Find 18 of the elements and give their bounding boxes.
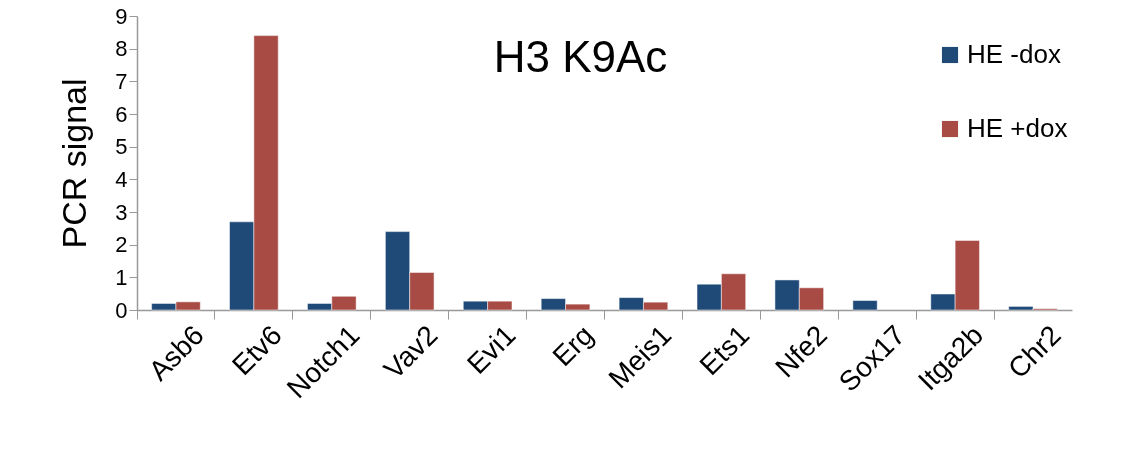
y-axis-title: PCR signal: [55, 78, 94, 249]
y-tick-label: 3: [115, 199, 128, 225]
y-tick-label: 1: [115, 264, 128, 290]
legend-label: HE -dox: [967, 39, 1061, 69]
chart-title: H3 K9Ac: [493, 32, 668, 81]
y-tick-label: 0: [115, 297, 128, 323]
y-tick-label: 4: [115, 166, 128, 192]
y-tick-label: 7: [115, 68, 128, 94]
y-tick-label: 8: [115, 36, 128, 62]
bar: [852, 300, 878, 311]
y-tick-label: 2: [115, 232, 128, 258]
y-tick-label: 6: [115, 101, 128, 127]
y-tick-label: 5: [115, 134, 128, 160]
legend-label: HE +dox: [967, 113, 1068, 143]
x-tick-label: Ets1: [693, 319, 756, 381]
y-tick-label: 9: [115, 3, 128, 29]
x-tick-label: Evi1: [460, 319, 522, 380]
x-tick-label: Erg: [546, 319, 600, 373]
